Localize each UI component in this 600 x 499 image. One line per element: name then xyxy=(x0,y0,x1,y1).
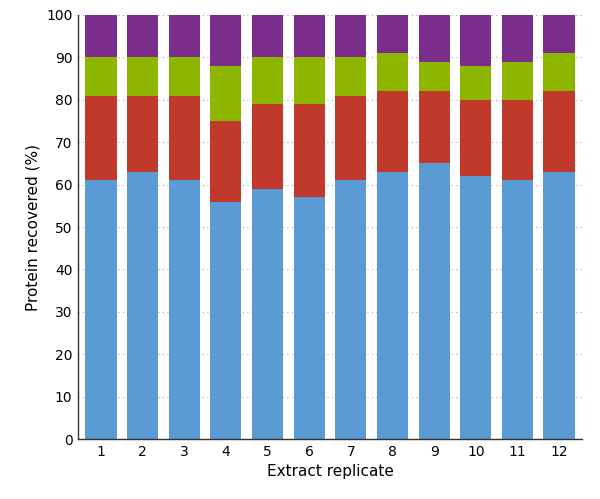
Bar xyxy=(544,172,575,439)
Bar xyxy=(460,15,491,66)
Bar xyxy=(419,62,450,91)
Bar xyxy=(169,96,200,180)
Bar xyxy=(377,53,408,91)
Bar xyxy=(544,53,575,91)
Y-axis label: Protein recovered (%): Protein recovered (%) xyxy=(26,144,41,310)
Bar xyxy=(210,202,241,439)
Bar xyxy=(335,180,367,439)
Bar xyxy=(210,121,241,202)
Bar xyxy=(419,15,450,62)
Bar xyxy=(502,180,533,439)
Bar xyxy=(252,189,283,439)
Bar xyxy=(252,104,283,189)
Bar xyxy=(419,91,450,164)
Bar xyxy=(544,15,575,53)
Bar xyxy=(293,15,325,57)
Bar xyxy=(377,15,408,53)
Bar xyxy=(544,91,575,172)
Bar xyxy=(169,180,200,439)
Bar xyxy=(335,15,367,57)
Bar xyxy=(502,100,533,180)
Bar xyxy=(335,96,367,180)
Bar xyxy=(169,15,200,57)
Bar xyxy=(293,198,325,439)
Bar xyxy=(85,15,116,57)
Bar xyxy=(377,91,408,172)
Bar xyxy=(460,176,491,439)
Bar xyxy=(502,62,533,100)
Bar xyxy=(335,57,367,96)
Bar xyxy=(377,172,408,439)
Bar xyxy=(210,15,241,66)
Bar xyxy=(127,57,158,96)
Bar xyxy=(419,164,450,439)
Bar xyxy=(252,57,283,104)
Bar xyxy=(210,66,241,121)
Bar xyxy=(127,15,158,57)
Bar xyxy=(169,57,200,96)
Bar xyxy=(127,172,158,439)
Bar xyxy=(85,180,116,439)
X-axis label: Extract replicate: Extract replicate xyxy=(266,464,394,479)
Bar xyxy=(127,96,158,172)
Bar xyxy=(293,104,325,198)
Bar xyxy=(293,57,325,104)
Bar xyxy=(502,15,533,62)
Bar xyxy=(460,100,491,176)
Bar xyxy=(460,66,491,100)
Bar xyxy=(85,57,116,96)
Bar xyxy=(252,15,283,57)
Bar xyxy=(85,96,116,180)
